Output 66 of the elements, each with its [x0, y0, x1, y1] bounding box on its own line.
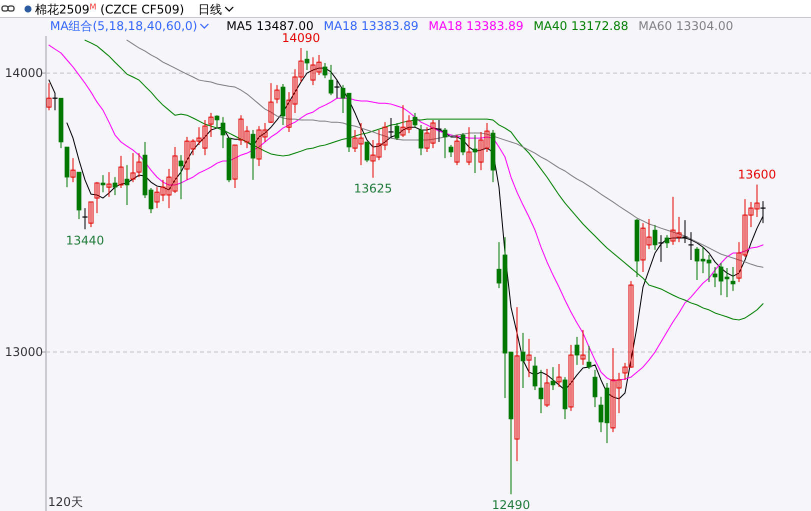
- candlestick: [364, 141, 370, 163]
- candlestick: [442, 128, 448, 159]
- legend-title: MA组合(5,18,18,40,60,0): [50, 19, 198, 33]
- candlestick: [574, 336, 580, 366]
- candlestick: [454, 134, 460, 166]
- candlestick: [220, 116, 226, 149]
- candlestick: [208, 112, 214, 138]
- legend-label: MA18 13383.89: [324, 19, 419, 33]
- candlestick: [532, 356, 538, 390]
- candlestick: [466, 126, 472, 166]
- candlestick: [652, 224, 658, 250]
- candlestick: [538, 369, 544, 414]
- candlestick: [580, 329, 586, 366]
- chart-subtitle: 日线: [198, 2, 222, 16]
- candlestick: [568, 344, 574, 412]
- candlestick: [526, 338, 532, 378]
- candlestick: [52, 92, 58, 111]
- candlestick: [544, 368, 550, 408]
- candlestick: [130, 152, 136, 183]
- chart-title: 棉花2509$^{M}$ (CZCE CF509): [35, 2, 184, 16]
- candlestick: [46, 82, 52, 111]
- text: MA18 13383.89: [428, 19, 524, 33]
- candlestick: [394, 122, 400, 141]
- candlestick: [322, 62, 328, 79]
- candlestick: [232, 144, 238, 189]
- candlestick: [112, 176, 118, 196]
- candlestick: [70, 158, 76, 183]
- candlestick: [100, 174, 106, 193]
- candlestick: [88, 201, 94, 228]
- candlestick: [730, 266, 736, 292]
- annotation: 12490: [492, 498, 530, 511]
- annotation: 120天: [48, 495, 83, 509]
- y-tick-label: 14000: [4, 66, 43, 80]
- text: MA5 13487.00: [226, 19, 314, 33]
- candlestick: [550, 366, 556, 390]
- candlestick: [214, 114, 220, 129]
- candlestick: [106, 172, 112, 198]
- candlestick: [124, 164, 130, 206]
- candlestick: [472, 134, 478, 174]
- candlestick: [178, 154, 184, 200]
- candlestick: [514, 306, 520, 462]
- candlestick: [328, 64, 334, 96]
- annotation: 13440: [66, 233, 104, 248]
- candlestick: [268, 82, 274, 124]
- annotation: 13600: [738, 168, 776, 182]
- candlestick: [412, 112, 418, 128]
- candlestick: [586, 345, 592, 370]
- candlestick: [556, 364, 562, 388]
- candlestick: [460, 132, 466, 156]
- candlestick: [250, 129, 256, 180]
- annotation: 14090: [282, 30, 320, 45]
- candlestick: [448, 144, 454, 158]
- text: MA40 13172.88: [533, 19, 628, 33]
- candlestick: [592, 369, 598, 408]
- candlestick: [520, 332, 526, 388]
- candlestick: [304, 50, 310, 71]
- candlestick: [418, 124, 424, 156]
- annotation: 13625: [354, 182, 392, 196]
- text: MA60 13304.00: [638, 19, 734, 33]
- candlestick: [94, 182, 100, 214]
- candlestick: [436, 119, 442, 142]
- candlestick: [274, 84, 280, 104]
- candlestick: [664, 234, 670, 248]
- candlestick: [136, 152, 142, 178]
- candlestick: [118, 155, 124, 189]
- y-tick-label: 13000: [4, 345, 43, 360]
